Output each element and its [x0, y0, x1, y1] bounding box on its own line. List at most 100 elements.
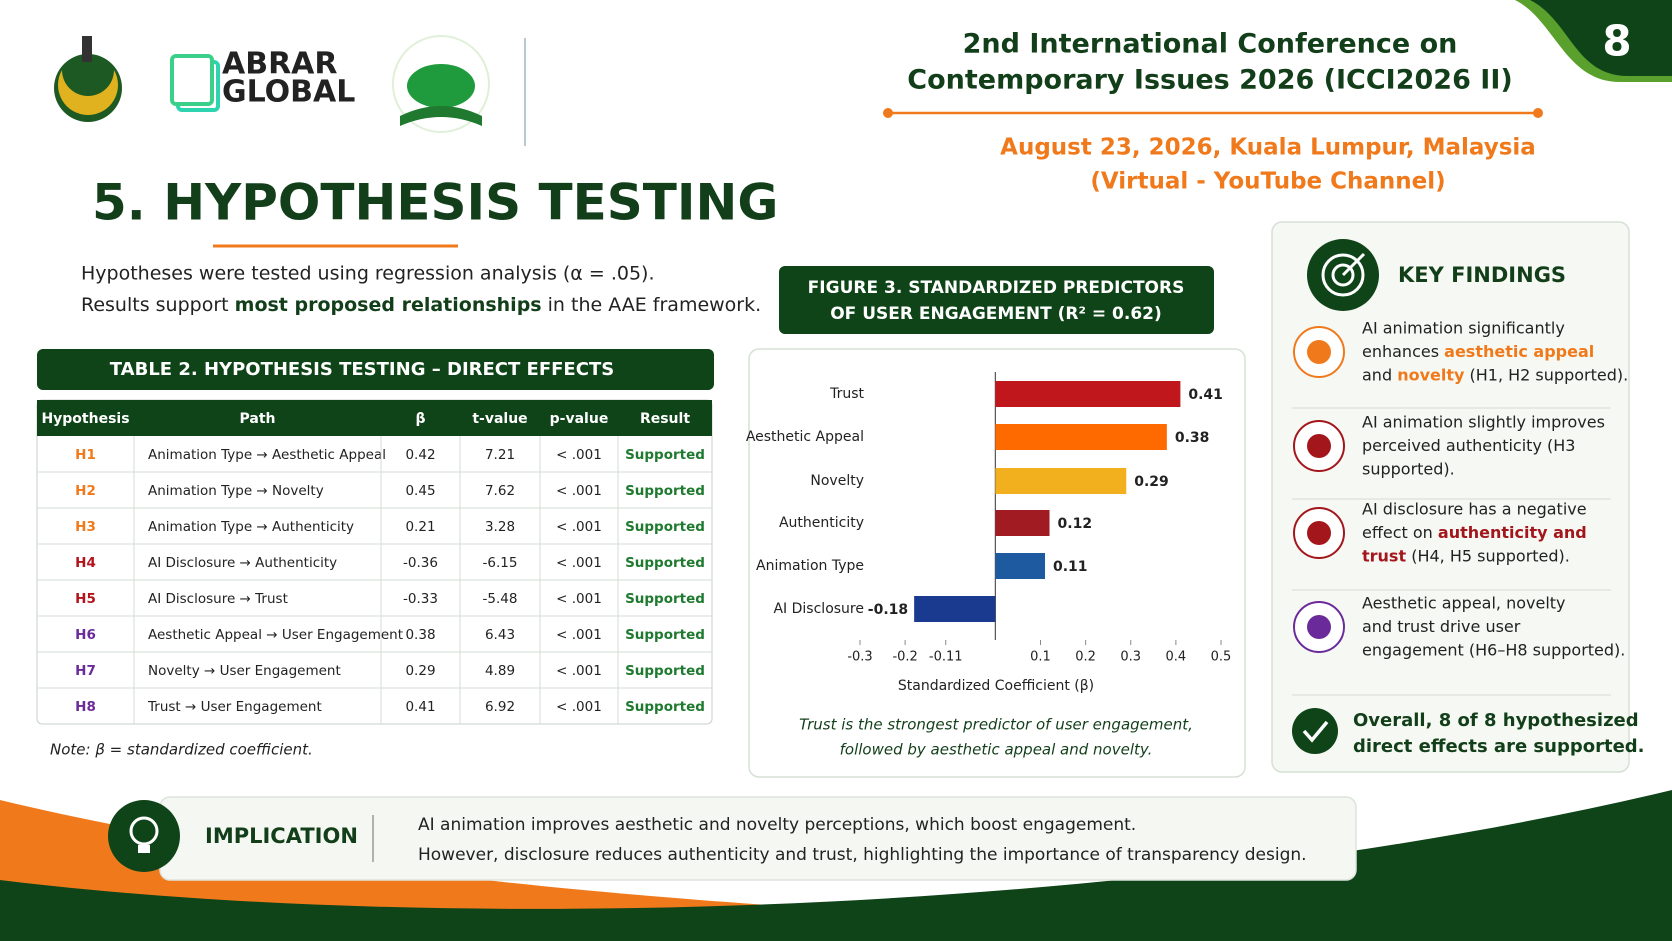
- finding-text: enhances aesthetic appeal: [1362, 342, 1594, 361]
- implication-text: However, disclosure reduces authenticity…: [418, 845, 1307, 865]
- finding-icon: [1307, 434, 1331, 458]
- bar: [995, 468, 1127, 494]
- finding-segment: AI animation slightly improves: [1362, 412, 1605, 431]
- table-title-bar: [37, 349, 714, 390]
- p-value: < .001: [556, 627, 602, 643]
- finding-segment: AI disclosure has a negative: [1362, 499, 1587, 518]
- bar: [914, 596, 996, 622]
- result: Supported: [625, 483, 705, 499]
- x-tick-label: 0.2: [1075, 650, 1096, 665]
- finding-segment: Aesthetic appeal, novelty: [1362, 593, 1566, 612]
- hypothesis: H8: [75, 699, 96, 715]
- intro-text: Results support most proposed relationsh…: [81, 294, 761, 316]
- value-label: 0.12: [1058, 516, 1093, 532]
- green-wave: [0, 790, 1672, 941]
- finding-text: supported).: [1362, 459, 1455, 478]
- path: Animation Type → Aesthetic Appeal: [148, 447, 386, 463]
- hypothesis: H5: [75, 591, 96, 607]
- result: Supported: [625, 627, 705, 643]
- intro-segment: Results support: [81, 294, 235, 316]
- column-header: Result: [640, 411, 690, 427]
- hypothesis: H4: [75, 555, 96, 571]
- bulb-icon: [138, 845, 150, 853]
- beta: 0.42: [405, 447, 435, 463]
- value-label: 0.41: [1188, 387, 1223, 403]
- findings-title: KEY FINDINGS: [1398, 263, 1566, 287]
- conference-venue: (Virtual - YouTube Channel): [1090, 169, 1445, 195]
- finding-segment: engagement (H6–H8 supported).: [1362, 640, 1625, 659]
- x-tick-label: -0.2: [892, 650, 917, 665]
- t-value: -6.15: [483, 555, 518, 571]
- bar: [995, 553, 1046, 579]
- rule-dot: [883, 108, 893, 118]
- conference-title: 2nd International Conference on: [963, 29, 1458, 60]
- p-value: < .001: [556, 519, 602, 535]
- bulb-icon: [129, 816, 159, 846]
- path: Trust → User Engagement: [147, 699, 322, 715]
- finding-segment: and: [1362, 365, 1397, 384]
- result: Supported: [625, 555, 705, 571]
- intro-segment: in the AAE framework.: [542, 294, 762, 316]
- x-axis-label: Standardized Coefficient (β): [898, 678, 1094, 694]
- p-value: < .001: [556, 663, 602, 679]
- finding-text: AI animation slightly improves: [1362, 412, 1605, 431]
- beta: 0.38: [405, 627, 435, 643]
- x-tick-label: -0.11: [929, 650, 963, 665]
- implication-label: IMPLICATION: [205, 824, 358, 848]
- category-label: Novelty: [810, 473, 864, 489]
- finding-segment: aesthetic appeal: [1444, 342, 1594, 361]
- result: Supported: [625, 591, 705, 607]
- findings-icon: [1321, 253, 1365, 297]
- category-label: Trust: [829, 386, 864, 402]
- t-value: 7.21: [485, 447, 515, 463]
- t-value: 4.89: [485, 663, 515, 679]
- logo-yayasan: [392, 35, 490, 133]
- beta: 0.29: [405, 663, 435, 679]
- p-value: < .001: [556, 555, 602, 571]
- table-note: Note: β = standardized coefficient.: [50, 741, 313, 759]
- t-value: 6.43: [485, 627, 515, 643]
- check-icon: [1302, 720, 1329, 743]
- path: AI Disclosure → Trust: [148, 591, 288, 607]
- column-header: t-value: [472, 411, 527, 427]
- finding-text: trust (H4, H5 supported).: [1362, 546, 1570, 565]
- finding-segment: and trust drive user: [1362, 617, 1521, 636]
- check-icon: [1292, 708, 1338, 754]
- overall-text: direct effects are supported.: [1353, 736, 1645, 757]
- category-label: Authenticity: [779, 515, 864, 531]
- finding-text: Aesthetic appeal, novelty: [1362, 593, 1566, 612]
- logo-text: ABRAR: [222, 47, 338, 82]
- hypothesis: H3: [75, 519, 96, 535]
- value-label: -0.18: [868, 602, 908, 618]
- result: Supported: [625, 447, 705, 463]
- conference-date: August 23, 2026, Kuala Lumpur, Malaysia: [1000, 135, 1536, 161]
- logo-text: GLOBAL: [222, 75, 355, 110]
- intro-emphasis: most proposed relationships: [235, 294, 542, 316]
- p-value: < .001: [556, 591, 602, 607]
- findings-panel: [1271, 221, 1630, 773]
- path: Novelty → User Engagement: [148, 663, 341, 679]
- result: Supported: [625, 663, 705, 679]
- category-label: AI Disclosure: [773, 601, 864, 617]
- beta: 0.41: [405, 699, 435, 715]
- finding-segment: supported).: [1362, 459, 1455, 478]
- finding-text: and novelty (H1, H2 supported).: [1362, 365, 1628, 384]
- finding-segment: trust: [1362, 546, 1406, 565]
- x-tick-label: 0.1: [1030, 650, 1051, 665]
- bulb-icon: [108, 800, 180, 872]
- finding-segment: (H4, H5 supported).: [1406, 546, 1570, 565]
- finding-text: and trust drive user: [1362, 617, 1521, 636]
- finding-icon: [1307, 615, 1331, 639]
- path: Animation Type → Novelty: [148, 483, 324, 499]
- figure-title: FIGURE 3. STANDARDIZED PREDICTORS: [808, 278, 1185, 298]
- findings-icon: [1331, 263, 1355, 287]
- findings-list: AI animation significantly enhances aesth…: [1292, 318, 1628, 696]
- beta: -0.36: [403, 555, 438, 571]
- overall-text: Overall, 8 of 8 hypothesized: [1353, 710, 1639, 731]
- finding-icon: [1307, 521, 1331, 545]
- beta: 0.21: [405, 519, 435, 535]
- value-label: 0.11: [1053, 559, 1088, 575]
- page-tab: [1530, 0, 1672, 76]
- x-tick-label: 0.5: [1211, 650, 1232, 665]
